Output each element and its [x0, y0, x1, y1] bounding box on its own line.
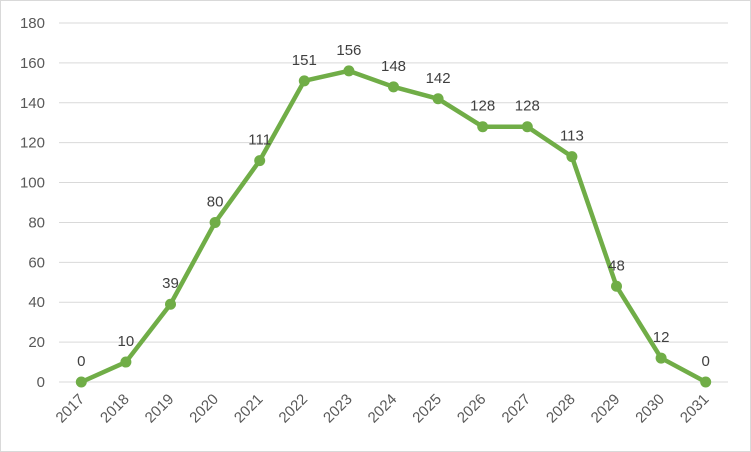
x-tick-label: 2030: [632, 391, 668, 427]
x-tick-label: 2028: [543, 391, 579, 427]
data-label: 113: [560, 128, 584, 145]
data-label: 128: [470, 98, 495, 115]
x-tick-label: 2018: [97, 391, 133, 427]
x-tick-label: 2026: [454, 391, 490, 427]
data-point: [343, 65, 355, 77]
data-point: [254, 155, 266, 167]
data-label: 148: [381, 58, 406, 75]
x-tick-label: 2031: [677, 391, 713, 427]
x-tick-label: 2023: [320, 391, 356, 427]
x-tick-label: 2017: [53, 391, 89, 427]
series-line-path: [79, 68, 708, 385]
x-tick-label: 2021: [231, 391, 267, 427]
data-point: [655, 352, 667, 364]
x-tick-label: 2027: [499, 391, 535, 427]
y-tick-label: 80: [28, 214, 45, 231]
x-tick-label: 2029: [588, 391, 624, 427]
data-point: [432, 93, 444, 105]
y-tick-label: 160: [20, 55, 45, 72]
data-label: 142: [426, 70, 451, 87]
data-label: 0: [77, 353, 85, 370]
data-label: 156: [336, 42, 361, 59]
data-point: [75, 376, 87, 388]
data-point: [120, 356, 132, 368]
data-label: 39: [162, 275, 179, 292]
data-label: 151: [292, 52, 317, 69]
y-tick-label: 0: [37, 374, 45, 391]
series-line: [75, 65, 712, 388]
x-tick-label: 2022: [276, 391, 312, 427]
y-tick-label: 40: [28, 294, 45, 311]
data-point: [209, 216, 221, 228]
data-labels: 0 10 39 80 111 151 156 148 142 128 128 113 48 12 0: [77, 42, 710, 370]
x-tick-label: 2020: [186, 391, 222, 427]
y-tick-label: 180: [20, 15, 45, 32]
data-label: 10: [118, 333, 135, 350]
x-tick-label: 2024: [365, 391, 401, 427]
y-tick-label: 140: [20, 95, 45, 112]
y-tick-label: 60: [28, 254, 45, 271]
data-label: 111: [248, 132, 271, 149]
data-point: [477, 121, 489, 133]
x-tick-label: 2025: [409, 391, 445, 427]
data-label: 48: [608, 257, 625, 274]
gridlines: [59, 22, 728, 383]
data-label: 12: [653, 329, 670, 346]
x-tick-label: 2019: [142, 391, 178, 427]
data-point: [298, 75, 310, 87]
y-tick-label: 20: [28, 334, 45, 351]
y-tick-label: 120: [20, 135, 45, 152]
data-point: [521, 121, 533, 133]
data-point: [611, 280, 622, 292]
data-point: [566, 151, 578, 163]
data-point: [388, 81, 399, 93]
y-tick-label: 100: [20, 175, 45, 192]
y-axis: 0 20 40 60 80 100 120 140 160 180: [20, 15, 45, 391]
x-axis: 2017 2018 2019 2020 2021 2022 2023 2024 2025 2026…: [53, 391, 713, 427]
data-label: 128: [515, 98, 540, 115]
data-point: [165, 298, 176, 310]
data-point: [700, 376, 712, 388]
data-label: 0: [702, 353, 710, 370]
data-label: 80: [207, 193, 224, 210]
